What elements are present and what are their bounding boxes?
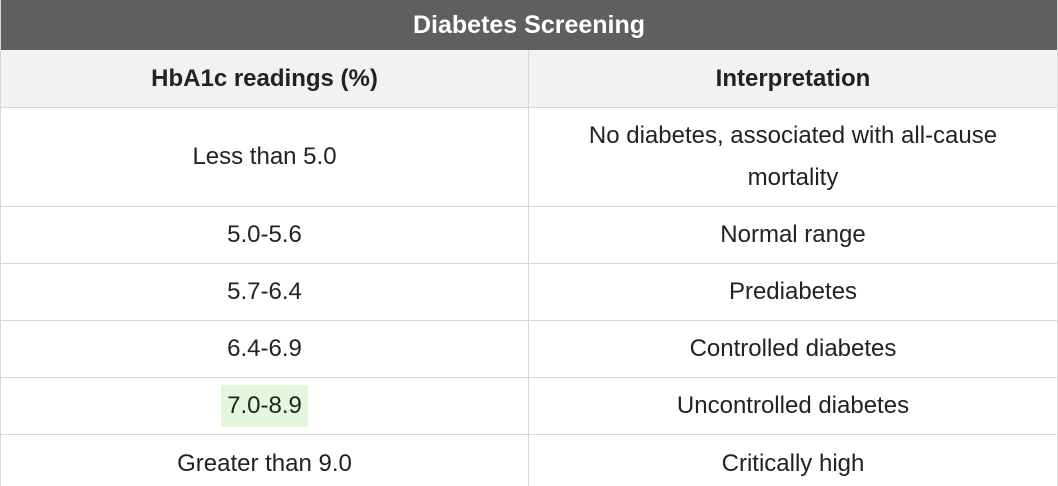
interpretation-cell: No diabetes, associated with all-cause m… bbox=[588, 122, 998, 191]
reading-cell: 5.7-6.4 bbox=[1, 264, 529, 320]
reading-cell: Less than 5.0 bbox=[1, 108, 529, 206]
interpretation-cell: Prediabetes bbox=[728, 278, 858, 305]
table-header-row: HbA1c readings (%) Interpretation bbox=[1, 50, 1057, 108]
table-row: 7.0-8.9 Uncontrolled diabetes bbox=[1, 378, 1057, 435]
table-title: Diabetes Screening bbox=[1, 0, 1057, 50]
interpretation-cell: Controlled diabetes bbox=[689, 335, 897, 362]
interpretation-cell: Normal range bbox=[720, 221, 866, 248]
highlighted-reading: 7.0-8.9 bbox=[221, 385, 308, 427]
reading-cell: Greater than 9.0 bbox=[1, 435, 529, 486]
table-row: 6.4-6.9 Controlled diabetes bbox=[1, 321, 1057, 378]
header-hba1c-readings: HbA1c readings (%) bbox=[1, 50, 529, 107]
interpretation-cell: Uncontrolled diabetes bbox=[676, 392, 910, 419]
table-row: 5.7-6.4 Prediabetes bbox=[1, 264, 1057, 321]
reading-cell: 5.0-5.6 bbox=[1, 207, 529, 263]
header-interpretation: Interpretation bbox=[715, 64, 871, 92]
reading-cell: 6.4-6.9 bbox=[1, 321, 529, 377]
table-row: Greater than 9.0 Critically high bbox=[1, 435, 1057, 486]
reading-cell: 7.0-8.9 bbox=[1, 378, 529, 434]
interpretation-cell: Critically high bbox=[721, 450, 865, 477]
table-row: 5.0-5.6 Normal range bbox=[1, 207, 1057, 264]
table-row: Less than 5.0 No diabetes, associated wi… bbox=[1, 108, 1057, 207]
